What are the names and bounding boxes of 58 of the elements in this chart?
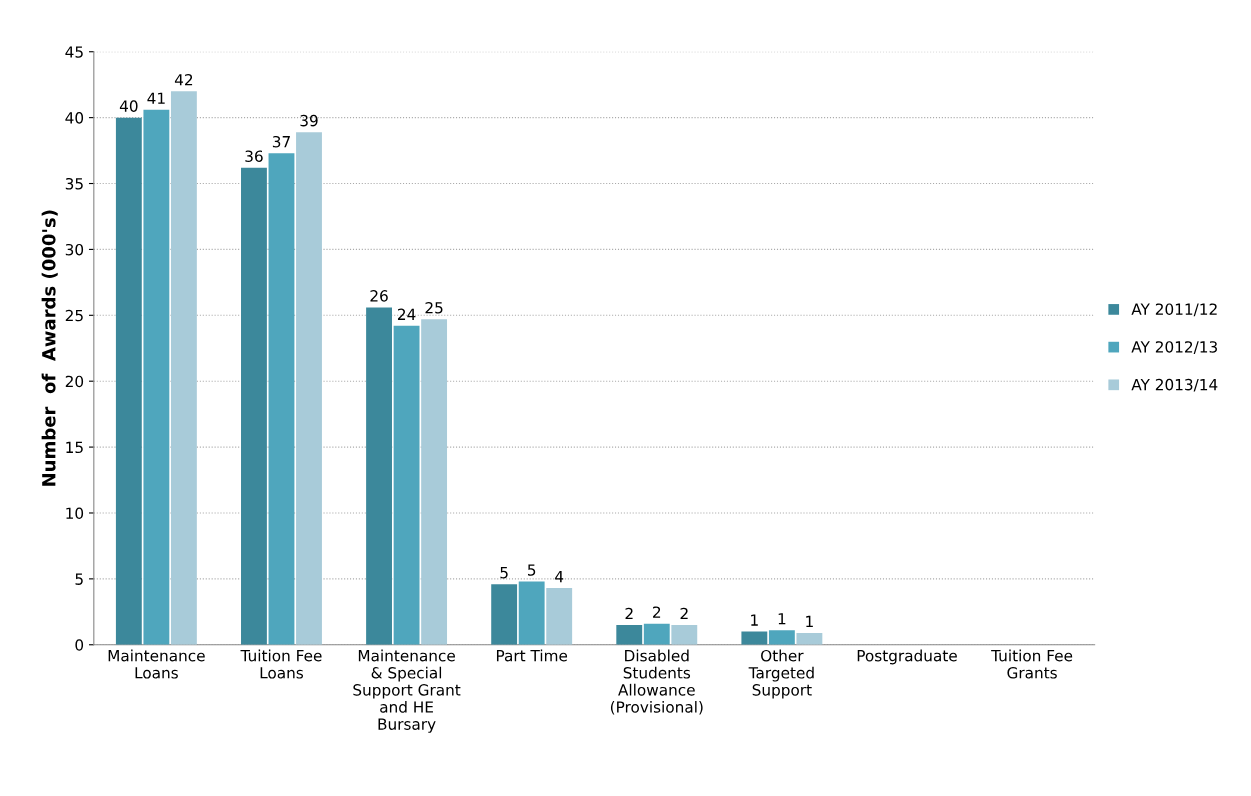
bar — [115, 117, 142, 645]
bar — [366, 307, 392, 645]
data-label: 2 — [625, 607, 633, 620]
bar — [616, 624, 643, 645]
x-tick-label: Disabled Students Allowance (Provisional) — [610, 649, 703, 715]
data-label: 1 — [806, 615, 813, 627]
bar — [268, 153, 295, 645]
y-tick-label: 40 — [65, 112, 84, 124]
y-tick-label: 30 — [65, 243, 84, 256]
data-label: 26 — [370, 290, 388, 302]
bar — [671, 624, 698, 645]
bar — [421, 319, 448, 645]
legend-label: AY 2013/14 — [1131, 378, 1218, 392]
legend-label: AY 2012/13 — [1131, 341, 1217, 354]
x-tick-label: Maintenance & Special Support Grant and HE Bursary — [353, 649, 461, 733]
legend-label: AY 2011/12 — [1131, 303, 1217, 317]
bar — [643, 623, 670, 645]
y-tick-label: 15 — [66, 441, 83, 454]
data-label: 2 — [653, 606, 661, 618]
bar — [491, 584, 518, 645]
x-tick-label: Postgraduate — [857, 649, 957, 665]
y-axis-title: Number of Awards (000's) — [41, 210, 58, 486]
data-label: 36 — [245, 150, 263, 162]
data-label: 1 — [778, 613, 786, 625]
bar — [241, 167, 267, 645]
data-label: 5 — [527, 564, 536, 576]
data-label: 4 — [555, 571, 564, 583]
x-tick-label: Tuition Fee Loans — [240, 649, 322, 679]
y-tick-label: 0 — [75, 639, 84, 651]
bar — [296, 132, 322, 645]
data-label: 5 — [500, 567, 508, 579]
x-tick-label: Maintenance Loans — [108, 649, 205, 679]
data-label: 37 — [272, 135, 290, 148]
y-tick-label: 20 — [65, 375, 84, 388]
bar — [741, 631, 768, 645]
bar — [143, 109, 170, 645]
data-label: 1 — [751, 614, 758, 626]
data-label: 25 — [425, 301, 443, 314]
data-label: 40 — [119, 100, 138, 112]
y-tick-label: 10 — [66, 507, 84, 519]
bar — [546, 588, 573, 645]
data-label: 24 — [397, 308, 416, 320]
x-tick-label: Tuition Fee Grants — [991, 649, 1073, 679]
y-tick-label: 25 — [65, 309, 83, 322]
y-tick-label: 35 — [65, 177, 83, 190]
data-label: 42 — [174, 73, 193, 86]
y-tick-label: 45 — [65, 46, 83, 58]
data-label: 2 — [680, 607, 688, 620]
data-label: 39 — [300, 114, 318, 127]
bar — [170, 91, 197, 645]
bar — [393, 325, 420, 645]
x-tick-label: Other Targeted Support — [748, 649, 814, 699]
y-tick-label: 5 — [75, 573, 83, 585]
data-label: 41 — [147, 92, 165, 104]
bar — [768, 630, 795, 645]
bar — [518, 581, 545, 645]
x-tick-label: Part Time — [496, 649, 568, 662]
bar — [796, 632, 823, 645]
